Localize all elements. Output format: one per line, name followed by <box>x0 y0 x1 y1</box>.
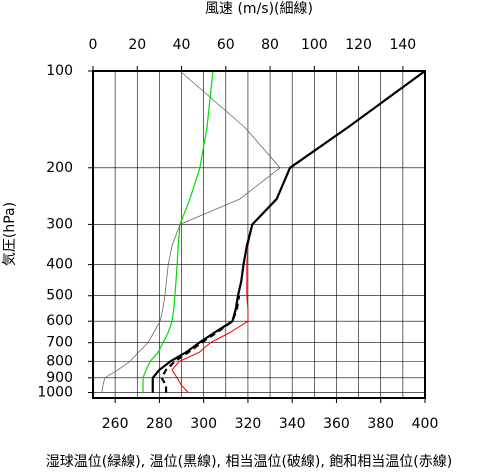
x-tick-label: 280 <box>146 416 173 432</box>
x-tick-label: 340 <box>279 416 306 432</box>
y-axis-title: 気圧(hPa) <box>2 202 18 266</box>
profile-line <box>171 70 426 393</box>
x-axis-title: 湿球温位(緑線), 温位(黒線), 相当温位(破線), 飽和相当温位(赤線) <box>46 453 452 470</box>
x2-tick-label: 60 <box>217 37 235 53</box>
x2-tick-label: 80 <box>261 37 279 53</box>
x-tick-label: 260 <box>102 416 129 432</box>
x-tick-label: 300 <box>190 416 217 432</box>
plot-frame <box>92 70 426 399</box>
top-axis-title: 風速 (m/s)(細線) <box>205 1 313 17</box>
y-tick-label: 800 <box>46 353 73 369</box>
x2-tick-label: 20 <box>128 37 146 53</box>
y-tick-label: 900 <box>46 370 73 386</box>
x2-tick-label: 120 <box>345 37 372 53</box>
y-tick-label: 300 <box>46 216 73 232</box>
x-tick-label: 400 <box>412 416 439 432</box>
y-tick-label: 400 <box>46 257 73 273</box>
y-tick-label: 1000 <box>37 385 73 401</box>
y-tick-label: 200 <box>46 160 73 176</box>
x2-tick-label: 0 <box>89 37 98 53</box>
x-tick-label: 360 <box>323 416 350 432</box>
y-tick-label: 100 <box>46 63 73 79</box>
x2-tick-label: 140 <box>389 37 416 53</box>
profile-line <box>160 295 241 393</box>
profile-line <box>151 70 426 393</box>
y-tick-label: 500 <box>46 288 73 304</box>
profile-line <box>142 70 214 393</box>
profile-line <box>101 70 281 393</box>
x-tick-label: 380 <box>367 416 394 432</box>
x-tick-label: 320 <box>235 416 262 432</box>
y-tick-label: 700 <box>46 335 73 351</box>
y-tick-label: 600 <box>46 313 73 329</box>
x2-tick-label: 100 <box>301 37 328 53</box>
x2-tick-label: 40 <box>173 37 191 53</box>
